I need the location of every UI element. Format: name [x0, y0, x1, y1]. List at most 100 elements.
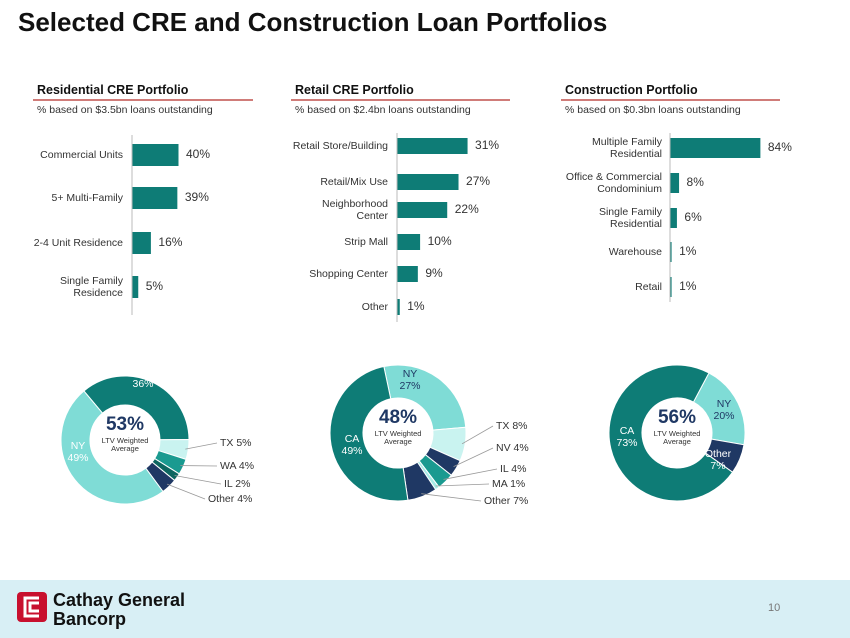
- footer-band: [0, 580, 850, 638]
- slice-name: TX: [220, 436, 234, 449]
- bar: [670, 208, 677, 228]
- slice-label: Other 4%: [208, 493, 252, 505]
- category-label: Multiple Family Residential: [591, 135, 662, 160]
- value-label: 9%: [425, 266, 443, 281]
- value-label: 84%: [767, 140, 792, 155]
- value-label: 10%: [427, 234, 452, 249]
- slice-label: CA 49%: [327, 433, 377, 457]
- slice-label: NV 4%: [496, 442, 529, 454]
- value-label: 6%: [684, 210, 702, 225]
- chart-subtitle: % based on $0.3bn loans outstanding: [565, 104, 741, 116]
- value-label: 27%: [466, 174, 491, 189]
- category-label: Warehouse: [608, 245, 662, 258]
- slice-label: Other 7%: [693, 448, 743, 472]
- value-label: 39%: [184, 190, 209, 205]
- slice-label: IL 4%: [500, 463, 526, 475]
- category-label: Retail Store/Building: [292, 139, 388, 152]
- chart-title: Retail CRE Portfolio: [295, 83, 414, 97]
- slice-value: 4%: [511, 462, 527, 475]
- slide-title: Selected CRE and Construction Loan Portf…: [18, 7, 608, 37]
- category-label: Neighborhood Center: [322, 197, 388, 222]
- slice-value: 8%: [512, 419, 528, 432]
- slice-value: 7%: [710, 460, 726, 472]
- company-name: Cathay General Bancorp: [53, 590, 186, 629]
- slice-name: NV: [496, 441, 511, 454]
- bar: [397, 202, 448, 218]
- center-value: 53%: [105, 414, 145, 435]
- value-label: 40%: [186, 147, 211, 162]
- center-label: LTV Weighted Average: [374, 429, 422, 447]
- center-value: 48%: [378, 407, 418, 428]
- category-label: Commercial Units: [40, 148, 123, 161]
- slice-name: Other: [208, 492, 235, 505]
- slice-name: MA: [492, 477, 508, 490]
- value-label: 8%: [686, 175, 704, 190]
- value-label: 1%: [679, 244, 697, 259]
- leader-line: [435, 483, 490, 487]
- center-label: LTV Weighted Average: [101, 436, 149, 454]
- category-label: Single Family Residential: [598, 205, 662, 230]
- category-label: Office & Commercial Condominium: [565, 170, 662, 195]
- slice-value: 27%: [399, 380, 421, 392]
- chart-subtitle: % based on $3.5bn loans outstanding: [37, 104, 213, 116]
- chart-title: Construction Portfolio: [565, 83, 698, 97]
- bar: [670, 277, 672, 297]
- slice-value: 36%: [132, 378, 154, 390]
- category-label: Retail: [635, 280, 662, 293]
- slice-label: WA 4%: [220, 460, 254, 472]
- chart-subtitle: % based on $2.4bn loans outstanding: [295, 104, 471, 116]
- page-number: 10: [768, 602, 781, 614]
- center-label: LTV Weighted Average: [653, 429, 701, 447]
- leader-line: [443, 468, 498, 480]
- leader-line: [453, 447, 494, 468]
- bar: [132, 187, 178, 209]
- leader-line: [185, 442, 218, 450]
- bar: [670, 138, 761, 158]
- bar: [397, 266, 418, 282]
- slice-value: 49%: [67, 452, 89, 464]
- slice-value: 7%: [513, 494, 529, 507]
- slice-name: CA: [619, 424, 635, 437]
- slice-label: TX 5%: [220, 437, 252, 449]
- category-label: 5+ Multi-Family: [51, 191, 123, 204]
- bar: [397, 299, 400, 315]
- slice-name: WA: [220, 459, 236, 472]
- slice-value: 5%: [236, 436, 252, 449]
- bar: [132, 276, 139, 298]
- slice-value: 73%: [616, 437, 638, 449]
- slice-value: 1%: [510, 477, 526, 490]
- leader-line: [166, 483, 206, 500]
- value-label: 31%: [475, 138, 500, 153]
- slice-label: NY 27%: [385, 368, 435, 392]
- slice-name: Other: [704, 447, 732, 460]
- category-label: 2-4 Unit Residence: [33, 236, 123, 249]
- value-label: 1%: [679, 279, 697, 294]
- value-label: 16%: [158, 235, 183, 250]
- slice-label: CA 73%: [602, 425, 652, 449]
- slice-value: 4%: [513, 441, 529, 454]
- slice-name: NY: [716, 397, 732, 410]
- bar: [397, 138, 468, 154]
- slice-label: IL 2%: [224, 478, 250, 490]
- slice-value: 20%: [713, 410, 735, 422]
- bar: [670, 242, 672, 262]
- category-label: Strip Mall: [344, 235, 388, 248]
- slice-label: CA 36%: [118, 366, 168, 390]
- category-label: Shopping Center: [309, 267, 388, 280]
- slice-name: CA: [135, 365, 151, 378]
- bar: [132, 232, 151, 254]
- chart-title: Residential CRE Portfolio: [37, 83, 189, 97]
- slice-name: TX: [496, 419, 510, 432]
- slice-label: NY 20%: [699, 398, 749, 422]
- category-label: Retail/Mix Use: [320, 175, 388, 188]
- bar: [397, 234, 421, 250]
- slice-name: Other: [484, 494, 511, 507]
- donut-hole: [90, 405, 160, 475]
- bar: [397, 174, 459, 190]
- value-label: 5%: [145, 279, 164, 294]
- slice-name: IL: [500, 462, 509, 475]
- value-label: 1%: [407, 299, 425, 314]
- leader-line: [421, 493, 482, 502]
